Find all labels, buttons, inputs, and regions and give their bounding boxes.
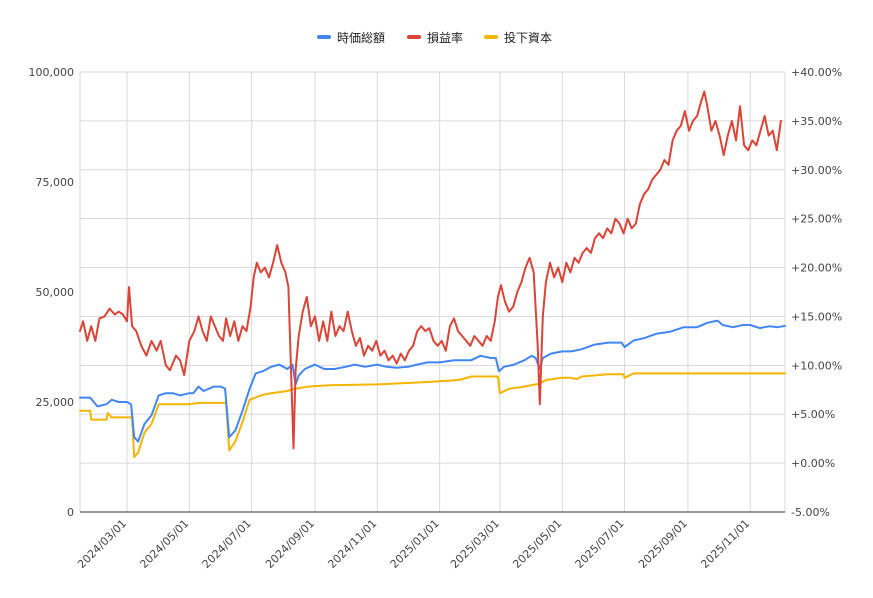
right-axis: -5.00% +0.00% +5.00% +10.00% +15.00% +20.00% +… [791, 66, 842, 519]
x-tick-label: 2024/09/01 [263, 517, 317, 571]
legend-swatch [484, 35, 498, 39]
left-tick-label: 0 [67, 506, 74, 519]
x-tick-label: 2025/09/01 [636, 517, 690, 571]
legend-label: 損益率 [427, 30, 463, 45]
legend: 時価総額 損益率 投下資本 [317, 30, 552, 45]
series-layer [79, 90, 786, 458]
left-tick-label: 25,000 [36, 396, 75, 409]
right-tick-label: -5.00% [791, 506, 830, 519]
series-line-2 [79, 90, 782, 450]
legend-swatch [407, 35, 421, 39]
x-tick-label: 2024/05/01 [137, 517, 191, 571]
right-tick-label: +40.00% [791, 66, 842, 79]
legend-swatch [317, 35, 331, 39]
gridlines [79, 71, 786, 513]
x-tick-label: 2024/07/01 [200, 517, 254, 571]
right-tick-label: +25.00% [791, 213, 842, 226]
legend-label: 時価総額 [337, 31, 385, 45]
right-tick-label: +0.00% [791, 457, 835, 470]
left-tick-label: 75,000 [36, 176, 75, 189]
series-line-3 [79, 372, 786, 458]
right-tick-label: +15.00% [791, 310, 842, 323]
left-axis: 0 25,000 50,000 75,000 100,000 [29, 66, 75, 519]
series-line-1 [79, 319, 786, 443]
legend-label: 投下資本 [504, 30, 552, 45]
x-tick-label: 2024/11/01 [325, 517, 379, 571]
x-tick-label: 2025/07/01 [573, 517, 627, 571]
x-tick-label: 2025/05/01 [510, 517, 564, 571]
x-tick-label: 2025/01/01 [388, 517, 442, 571]
right-tick-label: +5.00% [791, 408, 835, 421]
left-tick-label: 50,000 [36, 286, 75, 299]
right-tick-label: +20.00% [791, 262, 842, 275]
x-tick-label: 2025/03/01 [448, 517, 502, 571]
left-tick-label: 100,000 [29, 66, 75, 79]
right-tick-label: +35.00% [791, 115, 842, 128]
x-tick-label: 2024/03/01 [75, 517, 129, 571]
x-tick-label: 2025/11/01 [698, 517, 752, 571]
right-tick-label: +30.00% [791, 164, 842, 177]
right-tick-label: +10.00% [791, 359, 842, 372]
x-axis: 2024/03/01 2024/05/01 2024/07/01 2024/09/01… [75, 517, 752, 571]
